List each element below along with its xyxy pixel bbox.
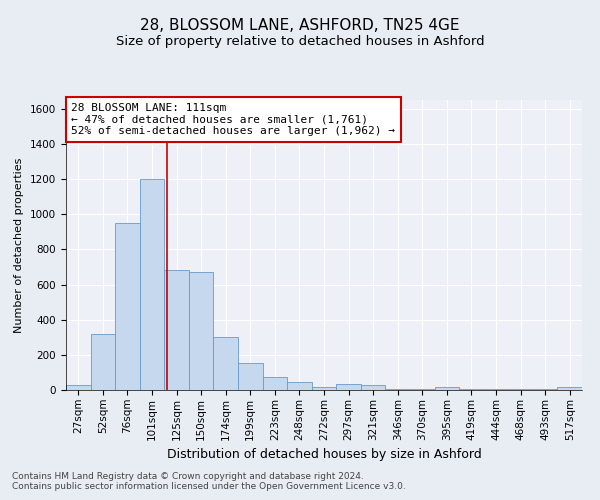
Bar bbox=[238, 363, 263, 390]
Bar bbox=[336, 384, 361, 390]
Bar bbox=[214, 338, 238, 390]
Bar bbox=[189, 272, 214, 390]
Text: 28, BLOSSOM LANE, ASHFORD, TN25 4GE: 28, BLOSSOM LANE, ASHFORD, TN25 4GE bbox=[140, 18, 460, 32]
Bar bbox=[557, 387, 582, 390]
Bar bbox=[312, 387, 336, 390]
Text: Contains public sector information licensed under the Open Government Licence v3: Contains public sector information licen… bbox=[12, 482, 406, 491]
Bar bbox=[91, 334, 115, 390]
Bar bbox=[140, 179, 164, 390]
Text: 28 BLOSSOM LANE: 111sqm
← 47% of detached houses are smaller (1,761)
52% of semi: 28 BLOSSOM LANE: 111sqm ← 47% of detache… bbox=[71, 103, 395, 136]
Bar bbox=[287, 382, 312, 390]
Y-axis label: Number of detached properties: Number of detached properties bbox=[14, 158, 25, 332]
X-axis label: Distribution of detached houses by size in Ashford: Distribution of detached houses by size … bbox=[167, 448, 481, 461]
Bar bbox=[66, 384, 91, 390]
Bar bbox=[361, 385, 385, 390]
Bar bbox=[434, 387, 459, 390]
Text: Contains HM Land Registry data © Crown copyright and database right 2024.: Contains HM Land Registry data © Crown c… bbox=[12, 472, 364, 481]
Text: Size of property relative to detached houses in Ashford: Size of property relative to detached ho… bbox=[116, 35, 484, 48]
Bar bbox=[115, 223, 140, 390]
Bar bbox=[164, 270, 189, 390]
Bar bbox=[263, 377, 287, 390]
